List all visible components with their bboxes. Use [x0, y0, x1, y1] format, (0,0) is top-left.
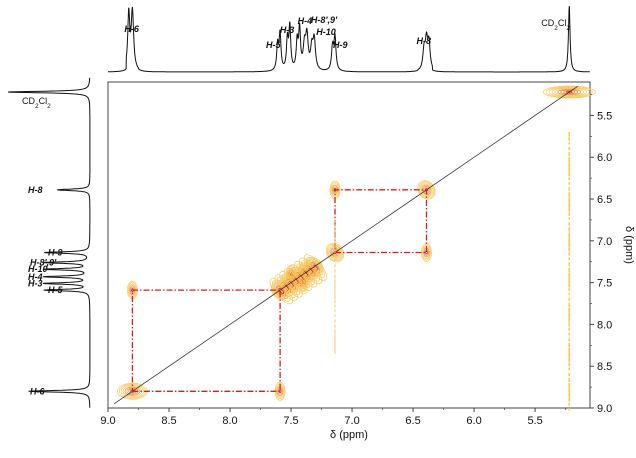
y-axis: 5.5 6.0 6.5 7.0 7.5 8.0 8.5 9.0: [590, 94, 612, 415]
y-tick-label: 6.5: [597, 194, 612, 206]
top-1d-spectrum: H-6 H-5 H-3 H-4 H-8',9' H-10 H-9 H-8 CD2…: [108, 5, 590, 73]
x-axis-title: δ (ppm): [330, 429, 368, 441]
top-peak-label: H-6: [124, 24, 139, 34]
cosy-2d-area: [107, 81, 596, 411]
diagonal-peak: [545, 86, 593, 98]
top-spectrum-trace: [108, 5, 590, 73]
diagonal-line: [113, 85, 579, 405]
left-peak-label: H-3: [28, 278, 43, 288]
top-peak-label: H-9: [333, 40, 348, 50]
diagonal-peak: [274, 282, 289, 300]
x-tick-label: 5.5: [527, 415, 542, 427]
x-tick-label: 7.5: [283, 415, 298, 427]
y-tick-label: 8.0: [597, 319, 612, 331]
left-solvent-label: CD2Cl2: [22, 96, 51, 110]
y-tick-label: 7.5: [597, 278, 612, 290]
correlation-lines: [131, 189, 428, 392]
left-peak-label: H-9: [48, 248, 63, 258]
left-peak-label: H-8',9': [30, 258, 57, 268]
correlation-path: [131, 289, 281, 392]
top-peak-label: H-10: [316, 27, 336, 37]
x-tick-label: 9.0: [100, 415, 115, 427]
diagonal-peak: [566, 91, 573, 94]
correlation-path: [334, 189, 428, 254]
diagonal-peak: [124, 386, 141, 396]
diagonal-peak: [548, 87, 590, 98]
x-axis: 9.0 8.5 8.0 7.5 7.0 6.5 6.0 5.5: [100, 408, 566, 427]
diagonal-peak: [274, 274, 298, 301]
diagonal-peak: [563, 90, 576, 94]
plot-frame: [107, 81, 591, 409]
diagonal-peak: [271, 280, 291, 302]
y-tick-label: 9.0: [597, 403, 612, 415]
diagonal-peak: [269, 277, 293, 305]
diagonal-peak: [560, 89, 579, 95]
cross-peak: [421, 244, 432, 261]
diagonal-peak: [554, 88, 585, 96]
top-peak-label: H-4: [298, 16, 313, 26]
y-tick-label: 7.0: [597, 236, 612, 248]
top-peak-label: H-8: [416, 36, 431, 46]
y-tick-label: 5.5: [597, 110, 612, 122]
diagonal-peak: [557, 89, 582, 96]
left-spectrum-trace: [7, 77, 91, 408]
left-peak-label: H-5: [48, 285, 63, 295]
top-peak-label: H-3: [280, 25, 295, 35]
left-peak-label: H-4: [28, 272, 43, 282]
x-tick-label: 8.5: [161, 415, 176, 427]
y-tick-label: 6.0: [597, 152, 612, 164]
diagonal-peak: [542, 85, 596, 99]
left-peak-label: H-8: [28, 185, 43, 195]
solvent-stripes: [334, 132, 571, 411]
diagonal-peak: [276, 285, 287, 297]
left-peak-label: H-6: [30, 386, 45, 396]
top-peak-label: H-5: [266, 40, 281, 50]
top-peak-label: H-8',9': [311, 15, 338, 25]
y-axis-title: δ (ppm): [623, 226, 635, 264]
top-solvent-label: CD2Cl2: [541, 18, 570, 32]
left-1d-spectrum: CD2Cl2 H-8 H-9 H-8',9' H-10 H-4 H-3 H-5 …: [7, 77, 91, 408]
x-tick-label: 6.5: [405, 415, 420, 427]
diagonal-peak: [551, 87, 587, 97]
x-tick-label: 7.0: [344, 415, 359, 427]
x-tick-label: 8.0: [222, 415, 237, 427]
x-tick-label: 6.0: [466, 415, 481, 427]
y-tick-label: 8.5: [597, 361, 612, 373]
left-peak-label: H-10: [28, 264, 48, 274]
